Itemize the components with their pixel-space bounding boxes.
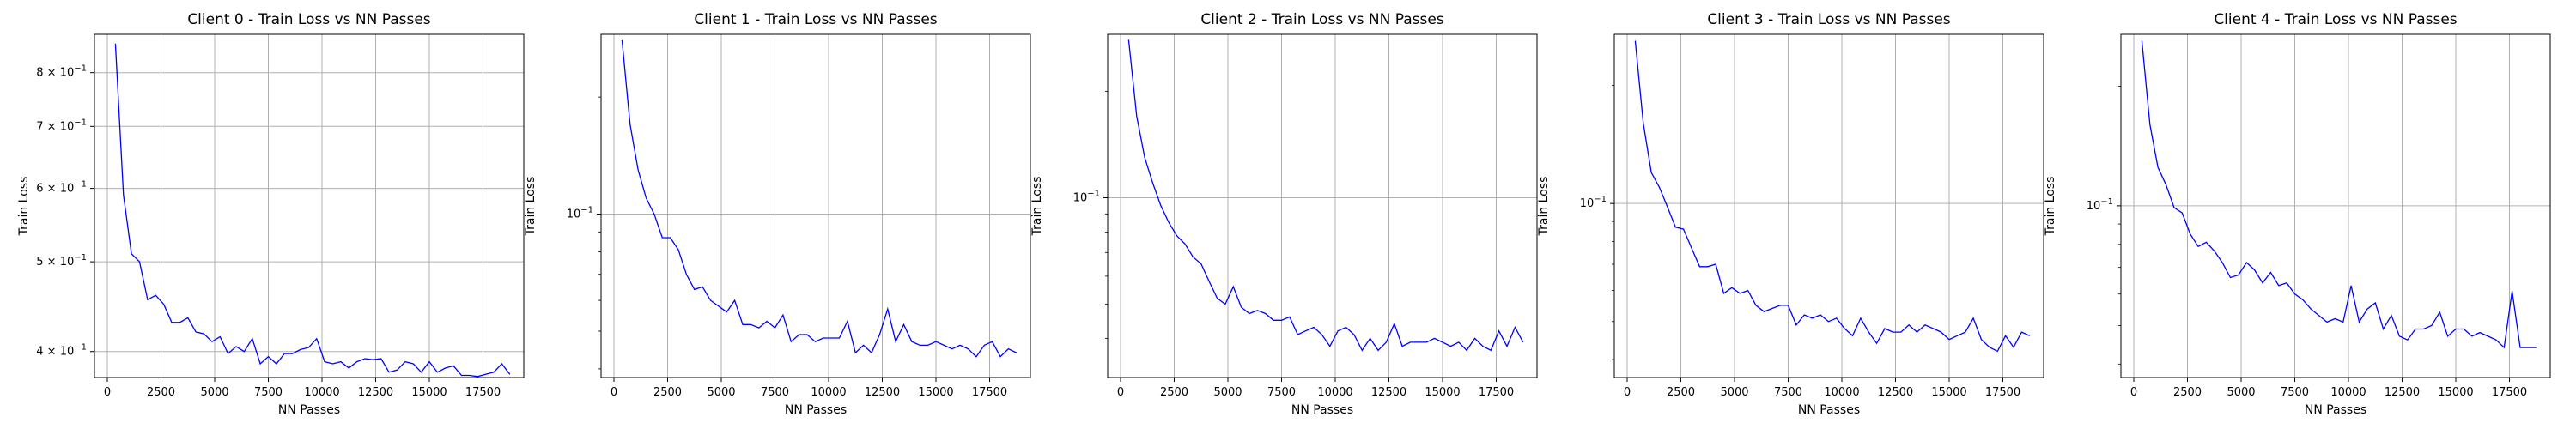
y-axis-label: Train Loss xyxy=(17,177,31,237)
axes-frame xyxy=(94,33,525,378)
y-tick-label: 10−1 xyxy=(1580,195,1607,210)
x-tick-label: 17500 xyxy=(972,386,1007,399)
x-axis-label: NN Passes xyxy=(2305,403,2366,417)
subplot-0: Client 0 - Train Loss vs NN Passes 0 2500 5… xyxy=(17,11,525,417)
subplot-2: Client 2 - Train Loss vs NN Passes 0 2500 5… xyxy=(1030,11,1538,417)
series-line xyxy=(1127,39,1524,352)
x-tick-label: 2500 xyxy=(1160,386,1188,399)
x-tick-label: 12500 xyxy=(358,386,393,399)
subplot-3: Client 3 - Train Loss vs NN Passes 0 2500 5… xyxy=(1537,11,2044,417)
axes-frame xyxy=(1107,33,1538,378)
subplot-title: Client 3 - Train Loss vs NN Passes xyxy=(1707,11,1950,28)
x-tick-label: 7500 xyxy=(761,386,789,399)
x-tick-label: 10000 xyxy=(1824,386,1859,399)
x-tick-label: 15000 xyxy=(918,386,953,399)
y-tick-label: 6 × 10−1 xyxy=(36,180,87,196)
x-axis-label: NN Passes xyxy=(1291,403,1353,417)
y-tick-label: 7 × 10−1 xyxy=(36,118,87,133)
x-tick-label: 10000 xyxy=(1317,386,1352,399)
x-tick-label: 2500 xyxy=(2173,386,2202,399)
x-tick-label: 2500 xyxy=(653,386,682,399)
x-tick-label: 5000 xyxy=(1720,386,1748,399)
subplot-title: Client 2 - Train Loss vs NN Passes xyxy=(1200,11,1443,28)
x-tick-label: 15000 xyxy=(1425,386,1460,399)
subplot-title: Client 0 - Train Loss vs NN Passes xyxy=(187,11,430,28)
x-tick-label: 5000 xyxy=(1213,386,1242,399)
x-tick-label: 15000 xyxy=(1931,386,1966,399)
x-tick-label: 17500 xyxy=(2492,386,2527,399)
axes-frame xyxy=(1613,33,2044,378)
x-tick-label: 12500 xyxy=(1878,386,1913,399)
series-line xyxy=(1634,40,2031,353)
y-axis-label: Train Loss xyxy=(1537,177,1551,237)
x-tick-label: 2500 xyxy=(1667,386,1695,399)
x-tick-label: 12500 xyxy=(2385,386,2420,399)
x-tick-label: 7500 xyxy=(1774,386,1802,399)
x-tick-label: 5000 xyxy=(707,386,735,399)
x-tick-label: 7500 xyxy=(254,386,283,399)
y-axis-label: Train Loss xyxy=(1030,177,1044,237)
x-tick-label: 7500 xyxy=(2281,386,2309,399)
y-tick-label: 10−1 xyxy=(567,206,593,221)
x-tick-label: 10000 xyxy=(811,386,846,399)
series-line xyxy=(2141,40,2537,349)
x-tick-label: 15000 xyxy=(411,386,447,399)
subplot-title: Client 4 - Train Loss vs NN Passes xyxy=(2214,11,2457,28)
series-line xyxy=(621,39,1018,358)
series-line xyxy=(114,43,511,378)
axes-frame xyxy=(2120,33,2551,378)
x-tick-label: 5000 xyxy=(200,386,228,399)
y-axis-label: Train Loss xyxy=(2044,177,2057,237)
subplot-1: Client 1 - Train Loss vs NN Passes 0 2500 5… xyxy=(524,11,1031,417)
x-tick-label: 2500 xyxy=(147,386,175,399)
subplot-4: Client 4 - Train Loss vs NN Passes 0 2500 5… xyxy=(2044,11,2551,417)
y-axis-label: Train Loss xyxy=(524,177,538,237)
y-tick-label: 5 × 10−1 xyxy=(36,253,87,269)
x-axis-label: NN Passes xyxy=(278,403,340,417)
x-tick-label: 10000 xyxy=(304,386,339,399)
x-axis-label: NN Passes xyxy=(1798,403,1860,417)
x-axis-label: NN Passes xyxy=(785,403,847,417)
y-tick-label: 10−1 xyxy=(1073,189,1100,204)
x-tick-label: 0 xyxy=(611,386,617,399)
x-tick-label: 17500 xyxy=(1479,386,1514,399)
x-tick-label: 7500 xyxy=(1267,386,1296,399)
x-tick-label: 15000 xyxy=(2438,386,2473,399)
y-tick-label: 10−1 xyxy=(2087,197,2113,213)
x-tick-label: 17500 xyxy=(1985,386,2020,399)
axes-frame xyxy=(600,33,1031,378)
x-tick-label: 0 xyxy=(1117,386,1124,399)
y-tick-label: 8 × 10−1 xyxy=(36,64,87,80)
subplot-title: Client 1 - Train Loss vs NN Passes xyxy=(694,11,937,28)
y-tick-label: 4 × 10−1 xyxy=(36,343,87,359)
x-tick-label: 17500 xyxy=(465,386,501,399)
x-tick-label: 12500 xyxy=(1371,386,1406,399)
x-tick-label: 12500 xyxy=(865,386,900,399)
x-tick-label: 0 xyxy=(2130,386,2137,399)
x-tick-label: 10000 xyxy=(2330,386,2366,399)
x-tick-label: 0 xyxy=(1624,386,1631,399)
x-tick-label: 0 xyxy=(104,386,111,399)
x-tick-label: 5000 xyxy=(2227,386,2255,399)
